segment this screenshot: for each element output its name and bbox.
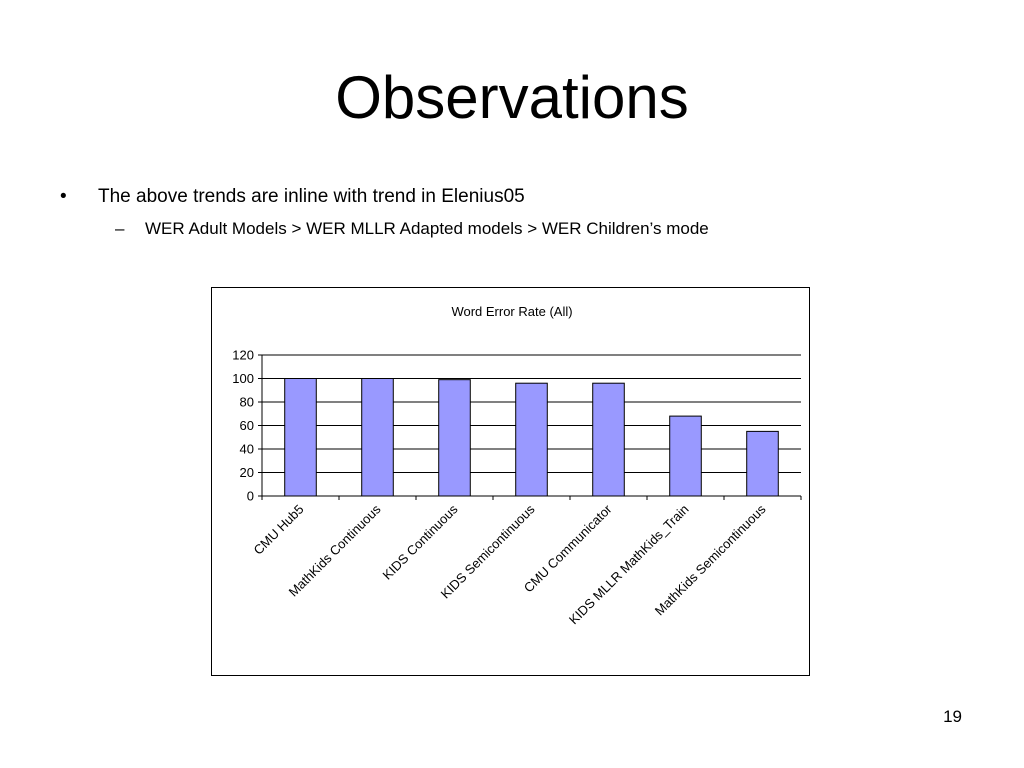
x-category-label: CMU Hub5 — [251, 502, 307, 558]
y-tick-label: 100 — [232, 371, 254, 386]
bullet-text: The above trends are inline with trend i… — [98, 186, 525, 207]
y-tick-label: 0 — [247, 489, 254, 504]
x-category-label: KIDS Continuous — [379, 501, 460, 582]
bar — [284, 378, 317, 497]
bar — [592, 382, 625, 497]
bar — [438, 379, 471, 497]
bar — [361, 378, 394, 497]
sub-bullet-text: WER Adult Models > WER MLLR Adapted mode… — [145, 219, 709, 238]
sub-bullet-item: – WER Adult Models > WER MLLR Adapted mod… — [115, 217, 709, 241]
y-tick-label: 60 — [240, 418, 254, 433]
y-tick-label: 40 — [240, 442, 254, 457]
bullet-item: • The above trends are inline with trend … — [60, 185, 525, 209]
y-tick-label: 20 — [240, 465, 254, 480]
bar — [669, 415, 702, 497]
slide-title: Observations — [335, 64, 689, 131]
bullet-mark: • — [60, 186, 67, 207]
bar — [515, 382, 548, 497]
y-tick-label: 120 — [232, 348, 254, 363]
bar — [746, 430, 779, 497]
chart-frame: Word Error Rate (All) 0 20 40 60 80 100 120 CMU… — [211, 287, 810, 676]
bar-chart: Word Error Rate (All) 0 20 40 60 80 100 120 CMU… — [232, 304, 802, 627]
chart-title: Word Error Rate (All) — [451, 304, 572, 319]
sub-bullet-mark: – — [115, 219, 125, 238]
page-number: 19 — [943, 707, 962, 726]
y-tick-label: 80 — [240, 395, 254, 410]
